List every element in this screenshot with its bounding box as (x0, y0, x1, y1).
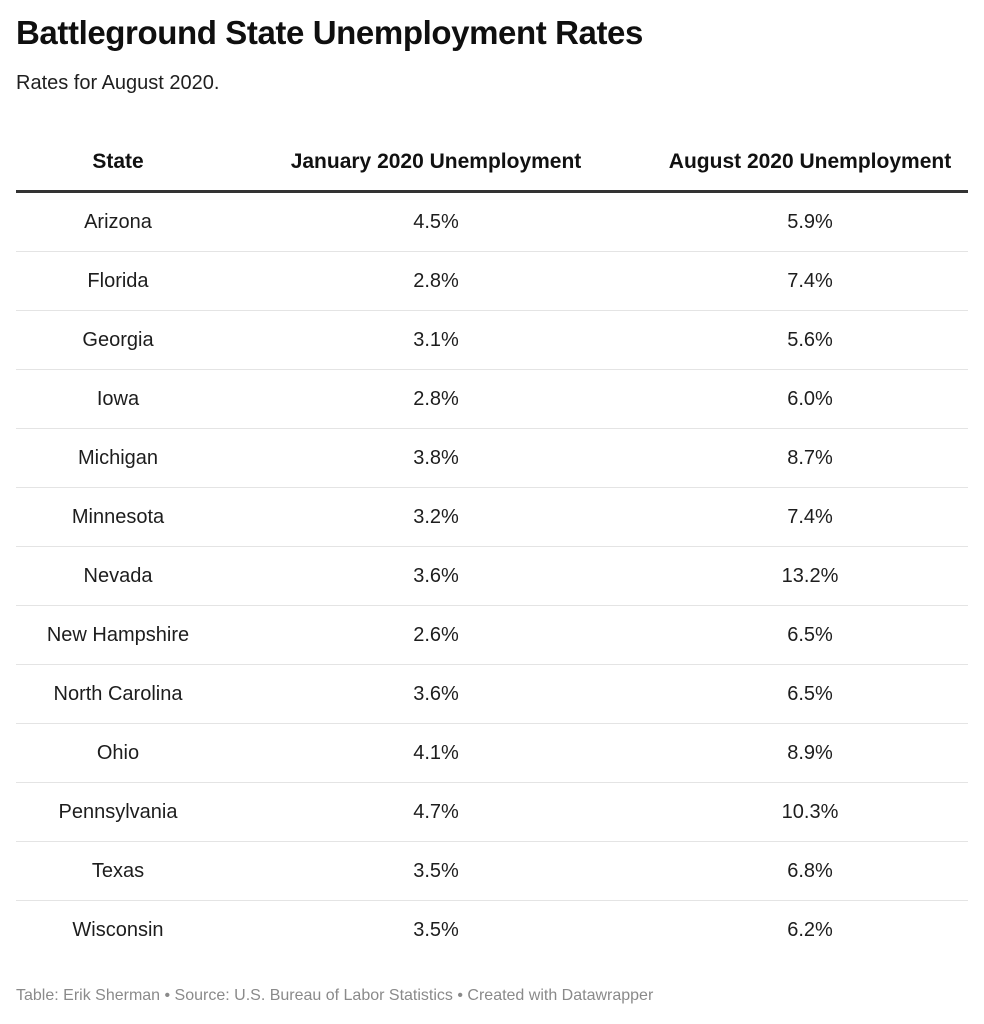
table-row: Arizona 4.5% 5.9% (16, 193, 968, 252)
august-value-cell: 6.2% (787, 918, 833, 941)
table-body: Arizona 4.5% 5.9% Florida 2.8% 7.4% Georgia 3.1… (16, 193, 968, 959)
table-row: North Carolina 3.6% 6.5% (16, 665, 968, 724)
table-row: Iowa 2.8% 6.0% (16, 370, 968, 429)
table-row: New Hampshire 2.6% 6.5% (16, 606, 968, 665)
august-value-cell: 13.2% (781, 564, 839, 587)
table-row: Ohio 4.1% 8.9% (16, 724, 968, 783)
chart-title: Battleground State Unemployment Rates (16, 14, 643, 51)
january-value-cell: 2.8% (413, 387, 459, 410)
state-cell: Arizona (84, 210, 152, 233)
table-row: Michigan 3.8% 8.7% (16, 429, 968, 488)
column-header-state[interactable]: State (92, 150, 144, 173)
chart-footer: Table: Erik Sherman • Source: U.S. Burea… (16, 987, 654, 1004)
state-cell: Nevada (83, 564, 153, 587)
state-cell: Florida (87, 269, 149, 292)
january-value-cell: 3.6% (413, 682, 459, 705)
table-row: Wisconsin 3.5% 6.2% (16, 901, 968, 959)
august-value-cell: 5.9% (787, 210, 833, 233)
table-header: State January 2020 Unemployment August 2… (16, 134, 968, 193)
august-value-cell: 10.3% (781, 800, 839, 823)
table-row: Minnesota 3.2% 7.4% (16, 488, 968, 547)
table-row: Georgia 3.1% 5.6% (16, 311, 968, 370)
january-value-cell: 2.6% (413, 623, 459, 646)
state-cell: Minnesota (71, 505, 165, 528)
january-value-cell: 3.8% (413, 446, 459, 469)
state-cell: Pennsylvania (58, 800, 178, 823)
january-value-cell: 4.5% (413, 210, 459, 233)
january-value-cell: 3.1% (413, 328, 459, 351)
state-cell: Ohio (96, 741, 140, 764)
august-value-cell: 8.9% (787, 741, 833, 764)
state-cell: New Hampshire (46, 623, 190, 646)
august-value-cell: 6.5% (787, 682, 833, 705)
august-value-cell: 6.0% (787, 387, 833, 410)
state-cell: Georgia (82, 328, 154, 351)
january-value-cell: 4.1% (413, 741, 459, 764)
january-value-cell: 3.5% (413, 918, 459, 941)
august-value-cell: 7.4% (787, 505, 833, 528)
state-cell: Michigan (77, 446, 159, 469)
table-row: Nevada 3.6% 13.2% (16, 547, 968, 606)
state-cell: Texas (91, 859, 145, 882)
august-value-cell: 5.6% (787, 328, 833, 351)
january-value-cell: 3.6% (413, 564, 459, 587)
january-value-cell: 4.7% (413, 800, 459, 823)
august-value-cell: 8.7% (787, 446, 833, 469)
data-table: State January 2020 Unemployment August 2… (16, 134, 968, 959)
january-value-cell: 3.2% (413, 505, 459, 528)
state-cell: Iowa (96, 387, 140, 410)
column-header-august[interactable]: August 2020 Unemployment (668, 150, 952, 173)
table-row: Florida 2.8% 7.4% (16, 252, 968, 311)
january-value-cell: 2.8% (413, 269, 459, 292)
table-row: Texas 3.5% 6.8% (16, 842, 968, 901)
state-cell: Wisconsin (72, 918, 164, 941)
january-value-cell: 3.5% (413, 859, 459, 882)
column-header-january[interactable]: January 2020 Unemployment (290, 150, 582, 173)
state-cell: North Carolina (53, 682, 183, 705)
chart-subtitle: Rates for August 2020. (16, 72, 220, 94)
august-value-cell: 7.4% (787, 269, 833, 292)
table-row: Pennsylvania 4.7% 10.3% (16, 783, 968, 842)
august-value-cell: 6.8% (787, 859, 833, 882)
august-value-cell: 6.5% (787, 623, 833, 646)
